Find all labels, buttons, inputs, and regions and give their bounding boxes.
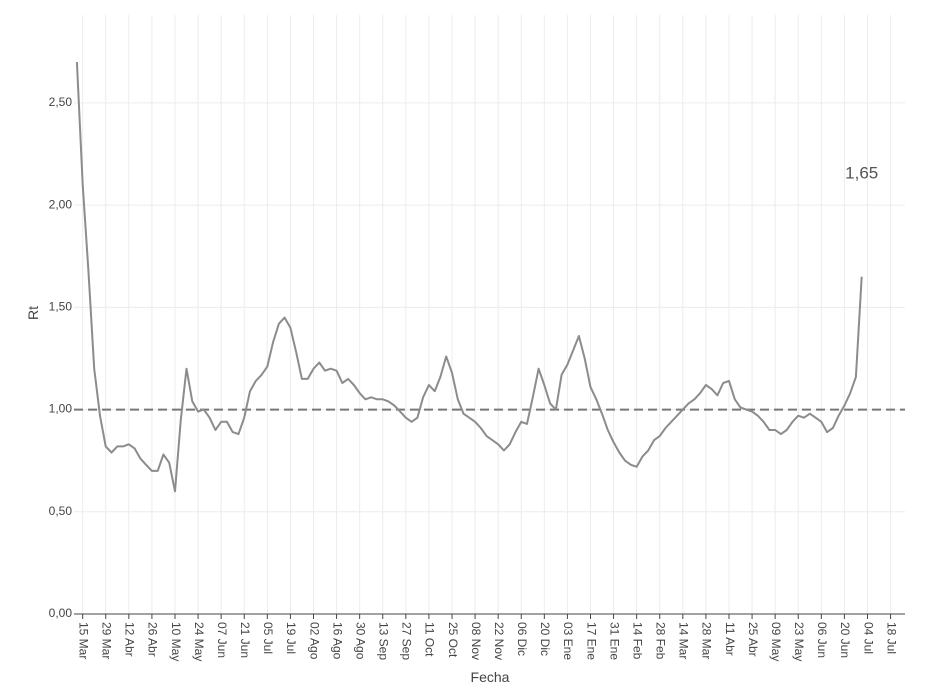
x-tick-label: 12 Abr bbox=[123, 622, 137, 657]
y-tick-label: 2,50 bbox=[49, 95, 73, 109]
x-tick-label: 20 Dic bbox=[538, 622, 552, 656]
x-tick-label: 20 Jun bbox=[838, 622, 852, 658]
x-tick-label: 13 Sep bbox=[377, 622, 391, 660]
x-tick-label: 14 Mar bbox=[677, 622, 691, 659]
x-tick-label: 23 May bbox=[792, 622, 806, 661]
x-tick-label: 10 May bbox=[169, 622, 183, 661]
x-tick-label: 09 May bbox=[769, 622, 783, 661]
x-tick-label: 06 Dic bbox=[515, 622, 529, 656]
annotation: 1,65 bbox=[845, 164, 878, 183]
x-axis-label: Fecha bbox=[471, 669, 510, 685]
x-tick-label: 14 Feb bbox=[630, 622, 644, 660]
x-tick-label: 17 Ene bbox=[584, 622, 598, 660]
x-tick-label: 07 Jun bbox=[215, 622, 229, 658]
x-tick-label: 08 Nov bbox=[469, 622, 483, 660]
x-tick-label: 27 Sep bbox=[400, 622, 414, 660]
y-axis-label: Rt bbox=[25, 306, 41, 320]
y-tick-label: 0,00 bbox=[49, 606, 73, 620]
x-tick-label: 06 Jun bbox=[815, 622, 829, 658]
x-tick-label: 26 Abr bbox=[146, 622, 160, 657]
line bbox=[75, 61, 863, 493]
x-tick-label: 24 May bbox=[192, 622, 206, 661]
x-tick-label: 11 Abr bbox=[723, 622, 737, 656]
x-tick-label: 30 Ago bbox=[353, 622, 367, 660]
x-tick-label: 19 Jul bbox=[284, 622, 298, 654]
y-tick-label: 2,00 bbox=[49, 197, 73, 211]
x-tick-label: 31 Ene bbox=[607, 622, 621, 660]
x-tick-label: 02 Ago bbox=[307, 622, 321, 660]
x-tick-label: 25 Abr bbox=[746, 622, 760, 657]
x-tick-label: 28 Mar bbox=[700, 622, 714, 659]
x-tick-label: 11 Oct bbox=[423, 622, 437, 657]
x-tick-label: 03 Ene bbox=[561, 622, 575, 660]
x-tick-label: 25 Oct bbox=[446, 622, 460, 658]
y-tick-label: 0,50 bbox=[49, 504, 73, 518]
x-tick-label: 18 Jul bbox=[884, 622, 898, 654]
x-tick-label: 04 Jul bbox=[861, 622, 875, 654]
x-tick-label: 21 Jun bbox=[238, 622, 252, 658]
y-tick-label: 1,50 bbox=[49, 300, 73, 314]
x-tick-label: 28 Feb bbox=[654, 622, 668, 660]
x-tick-label: 22 Nov bbox=[492, 622, 506, 660]
y-tick-label: 1,00 bbox=[49, 402, 73, 416]
x-tick-label: 05 Jul bbox=[261, 622, 275, 654]
x-tick-label: 15 Mar bbox=[76, 622, 90, 659]
x-tick-label: 16 Ago bbox=[330, 622, 344, 660]
x-tick-label: 29 Mar bbox=[100, 622, 114, 659]
